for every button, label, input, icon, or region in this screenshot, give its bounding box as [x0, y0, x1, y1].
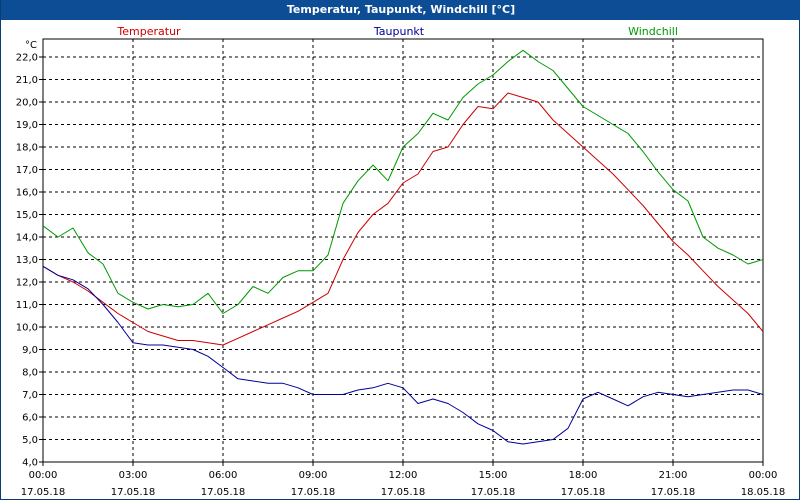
series-line-taupunkt: [42, 265, 764, 445]
y-tick-label: 12,0: [16, 278, 38, 289]
y-tick-label: 6,0: [22, 413, 38, 424]
window-title: Temperatur, Taupunkt, Windchill [°C]: [1, 0, 800, 20]
x-tick-time: 00:00: [29, 470, 58, 481]
y-tick-label: 20,0: [16, 98, 38, 109]
x-tick-time: 00:00: [749, 470, 778, 481]
y-tick-label: 18,0: [16, 143, 38, 154]
x-axis: 00:00 17.05.18 03:00 17.05.18 06:00 17.05.18 0…: [21, 462, 786, 498]
x-tick-date: 17.05.18: [381, 487, 426, 498]
x-tick-time: 09:00: [299, 470, 328, 481]
grid: [43, 39, 763, 463]
y-tick-label: 16,0: [16, 188, 38, 199]
y-tick-label: 19,0: [16, 120, 38, 131]
legend-windchill: Windchill: [628, 25, 678, 38]
series-line-windchill: [42, 49, 764, 314]
y-tick-label: 17,0: [16, 165, 38, 176]
y-tick-label: 8,0: [22, 368, 38, 379]
series-line-temperatur: [42, 92, 764, 346]
legend-taupunkt: Taupunkt: [373, 25, 425, 38]
x-tick-date: 17.05.18: [21, 487, 66, 498]
y-axis: °C 4,0 5,0 6,0 7,0 8,0 9,0 10,0 11,0 12,0 13,0 14,…: [16, 40, 43, 469]
x-tick-date: 17.05.18: [651, 487, 696, 498]
y-tick-label: 13,0: [16, 255, 38, 266]
y-tick-label: 11,0: [16, 300, 38, 311]
x-tick-date: 17.05.18: [561, 487, 606, 498]
y-tick-label: 5,0: [22, 435, 38, 446]
y-tick-label: 9,0: [22, 345, 38, 356]
y-tick-label: 7,0: [22, 390, 38, 401]
x-tick-time: 12:00: [389, 470, 418, 481]
y-tick-label: 4,0: [22, 458, 38, 469]
legend: Temperatur Taupunkt Windchill: [116, 25, 678, 38]
x-tick-time: 18:00: [569, 470, 598, 481]
y-axis-unit: °C: [25, 40, 37, 51]
x-tick-date: 17.05.18: [471, 487, 516, 498]
legend-temperatur: Temperatur: [116, 25, 181, 38]
y-tick-label: 22,0: [16, 53, 38, 64]
y-tick-label: 10,0: [16, 323, 38, 334]
x-tick-time: 06:00: [209, 470, 238, 481]
y-tick-label: 14,0: [16, 233, 38, 244]
series-lines: [42, 49, 764, 445]
x-tick-date: 18.05.18: [741, 487, 786, 498]
x-tick-date: 17.05.18: [201, 487, 246, 498]
x-tick-time: 21:00: [659, 470, 688, 481]
x-tick-date: 17.05.18: [291, 487, 336, 498]
x-tick-time: 03:00: [119, 470, 148, 481]
y-tick-label: 15,0: [16, 210, 38, 221]
x-tick-date: 17.05.18: [111, 487, 156, 498]
y-tick-label: 21,0: [16, 75, 38, 86]
x-tick-time: 15:00: [479, 470, 508, 481]
